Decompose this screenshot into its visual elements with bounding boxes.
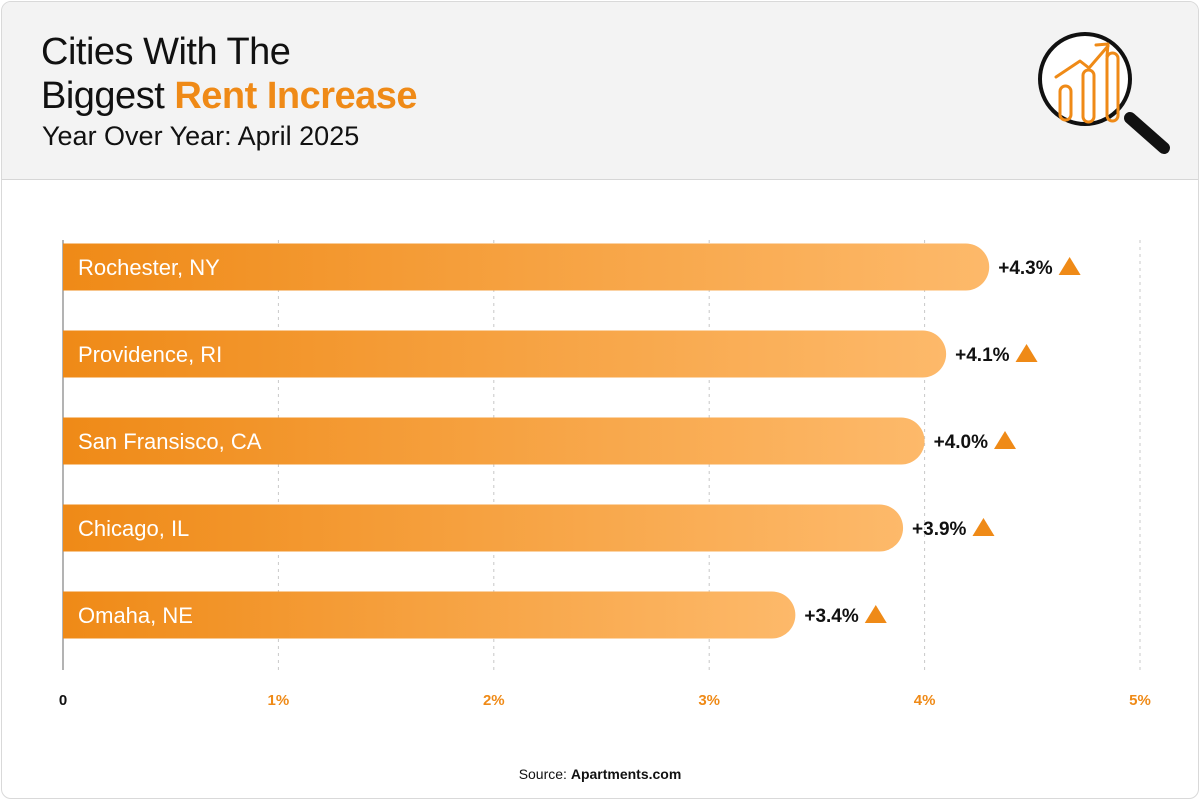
bar — [63, 504, 904, 552]
bar-category-label: Rochester, NY — [78, 255, 220, 280]
up-triangle-icon — [1058, 257, 1081, 275]
chart-header: Cities With The Biggest Rent Increase Ye… — [2, 2, 1198, 180]
bar-value-label: +3.9% — [912, 519, 967, 540]
title-line-1: Cities With The — [41, 31, 291, 73]
bar-value-label: +4.3% — [998, 258, 1053, 279]
bar-value-label: +4.1% — [955, 345, 1010, 366]
bar-value-label: +3.4% — [804, 606, 859, 627]
bar — [63, 417, 925, 465]
x-tick-label: 0 — [59, 692, 67, 709]
x-tick-label: 5% — [1129, 692, 1151, 709]
chart-subtitle: Year Over Year: April 2025 — [42, 121, 360, 151]
bar-category-label: Omaha, NE — [78, 603, 193, 628]
x-tick-label: 1% — [268, 692, 290, 709]
bar — [63, 591, 796, 639]
x-tick-label: 3% — [698, 692, 720, 709]
up-triangle-icon — [1015, 344, 1038, 362]
bar-category-label: Chicago, IL — [78, 516, 189, 541]
title-line-2-prefix: Biggest — [41, 75, 175, 117]
bar — [63, 243, 990, 291]
up-triangle-icon — [864, 605, 887, 623]
bar-category-label: Providence, RI — [78, 342, 222, 367]
chart-title: Cities With The Biggest Rent Increase — [41, 30, 418, 118]
bar — [63, 330, 947, 378]
bar-value-label: +4.0% — [934, 432, 989, 453]
magnifier-chart-icon — [1038, 32, 1170, 154]
up-triangle-icon — [972, 518, 995, 536]
x-tick-label: 2% — [483, 692, 505, 709]
x-tick-label: 4% — [914, 692, 936, 709]
bar-category-label: San Fransisco, CA — [78, 429, 262, 454]
source-label: Source: — [518, 766, 567, 782]
source-name: Apartments.com — [570, 766, 682, 782]
up-triangle-icon — [994, 431, 1017, 449]
source-note: Source: Apartments.com — [2, 766, 1198, 782]
title-accent: Rent Increase — [174, 75, 418, 117]
